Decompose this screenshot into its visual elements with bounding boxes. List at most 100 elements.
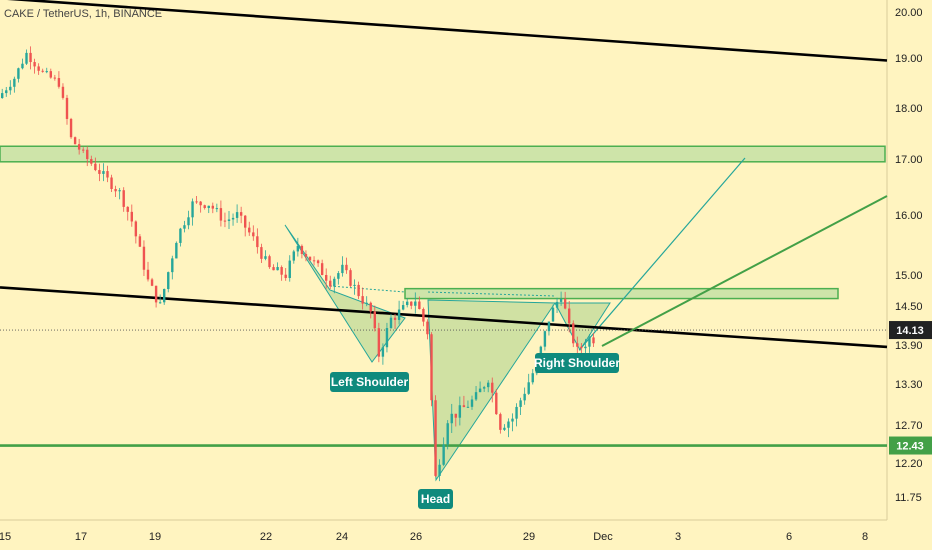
support-price-tag-box [889,436,932,455]
label-right-shoulder-box [535,353,619,373]
candle-body [551,307,555,322]
candle-body [325,274,328,281]
candle-body [422,308,425,322]
candle-body [134,221,138,237]
candle-body [454,413,457,418]
candle-body [559,298,563,302]
candle-body [389,317,393,329]
candle-body [329,280,332,287]
candle-body [167,272,170,290]
target-projection-line [578,157,746,351]
candle-body [138,236,142,247]
candle-body [357,284,360,297]
candle-body [9,86,12,91]
candle-body [523,393,526,401]
candle-body [244,215,247,228]
y-tick-label: 13.30 [895,379,923,391]
candle-body [491,382,494,393]
candle-body [563,298,567,309]
candle-body [487,382,490,388]
candle-body [495,392,498,415]
candle-body [393,317,397,320]
candle-body [580,346,583,349]
candle-body [21,63,24,69]
candle-body [547,321,551,332]
candle-body [102,171,105,174]
candle-body [401,305,405,310]
candle-body [256,236,259,248]
candle-body [65,97,69,119]
candle-body [410,301,413,306]
candle-body [470,399,474,407]
y-tick-label: 14.50 [895,301,923,313]
trend-line-black-1 [7,0,888,62]
candle-body [5,90,8,94]
support-price-tag: 12.43 [896,441,924,453]
candle-body [361,296,364,304]
candle-body [515,406,518,419]
candle-body [406,301,409,306]
candle-body [86,149,89,160]
candle-body [442,444,445,465]
candle-body [126,206,129,212]
candle-body [414,301,417,306]
candle-body [207,205,210,209]
resistance-zone-upper [0,145,886,163]
candle-body [499,414,502,430]
candle-body [381,347,385,357]
candle-body [312,260,316,262]
candle-body [280,267,283,275]
candle-body [41,70,44,72]
neckline-dotted-right [427,291,556,297]
candle-body [94,163,97,171]
candle-body [272,267,275,271]
candle-body [300,245,304,254]
candle-body [426,321,429,335]
candle-body [45,71,48,73]
candle-body [179,228,182,243]
y-tick-label: 11.75 [895,492,922,504]
candle-body [304,253,308,257]
candle-body [337,273,340,279]
y-tick-label: 13.90 [895,340,923,352]
label-right-shoulder: Right Shoulder [534,356,620,370]
candle-body [397,309,401,320]
candle-body [53,77,57,79]
candle-body [345,264,348,271]
candle-body [154,285,158,303]
candle-body [13,78,16,87]
label-left-shoulder-box [330,372,409,392]
candle-body [264,256,267,259]
candle-body [98,170,101,174]
candle-body [57,78,61,87]
candle-body [458,405,462,418]
candle-body [122,190,125,207]
candle-body [353,284,356,286]
x-tick-label: 15 [0,531,11,543]
candle-body [292,251,295,261]
x-tick-label: 26 [410,531,422,543]
candle-body [527,382,530,394]
candle-body [158,302,162,304]
candle-body [33,62,36,67]
y-tick-label: 16.00 [895,210,923,222]
candle-body [211,205,214,209]
candle-body [268,256,271,268]
candle-body [175,242,178,259]
symbol-header: CAKE / TetherUS, 1h, BINANCE [4,8,163,20]
candle-body [320,263,324,275]
candle-body [462,405,466,408]
y-tick-label: 18.00 [895,103,923,115]
candle-body [235,212,239,218]
candle-body [17,68,20,79]
y-tick-label: 12.20 [895,458,923,470]
candle-body [572,323,575,344]
candle-body [25,52,28,64]
candle-body [114,188,117,192]
trend-line-black-2 [0,286,888,349]
candle-body [37,66,40,71]
y-tick-label: 17.00 [895,154,923,166]
candle-body [203,205,206,209]
candle-body [588,337,591,347]
